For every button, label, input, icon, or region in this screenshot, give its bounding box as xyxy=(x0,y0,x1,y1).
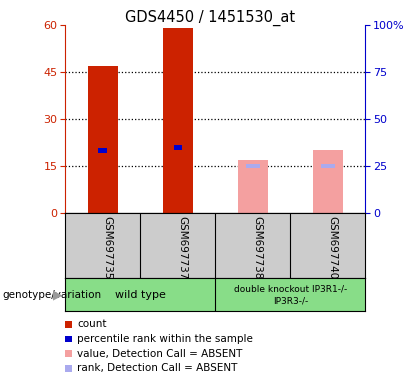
Text: GSM697735: GSM697735 xyxy=(102,217,113,280)
Bar xyxy=(163,28,193,213)
Bar xyxy=(173,145,182,150)
Text: rank, Detection Call = ABSENT: rank, Detection Call = ABSENT xyxy=(77,363,238,373)
Bar xyxy=(313,151,343,213)
Text: ▶: ▶ xyxy=(52,288,62,301)
Bar xyxy=(238,160,268,213)
Text: count: count xyxy=(77,319,107,329)
Text: genotype/variation: genotype/variation xyxy=(2,290,101,300)
Text: value, Detection Call = ABSENT: value, Detection Call = ABSENT xyxy=(77,349,243,359)
Text: GDS4450 / 1451530_at: GDS4450 / 1451530_at xyxy=(125,10,295,26)
Bar xyxy=(98,148,107,153)
Text: GSM697737: GSM697737 xyxy=(178,217,188,280)
Text: wild type: wild type xyxy=(115,290,165,300)
Bar xyxy=(246,164,260,169)
Text: percentile rank within the sample: percentile rank within the sample xyxy=(77,334,253,344)
Text: GSM697740: GSM697740 xyxy=(328,217,338,280)
Bar xyxy=(321,164,335,169)
Bar xyxy=(88,66,118,213)
Text: GSM697738: GSM697738 xyxy=(253,217,263,280)
Text: double knockout IP3R1-/-
IP3R3-/-: double knockout IP3R1-/- IP3R3-/- xyxy=(234,284,347,305)
